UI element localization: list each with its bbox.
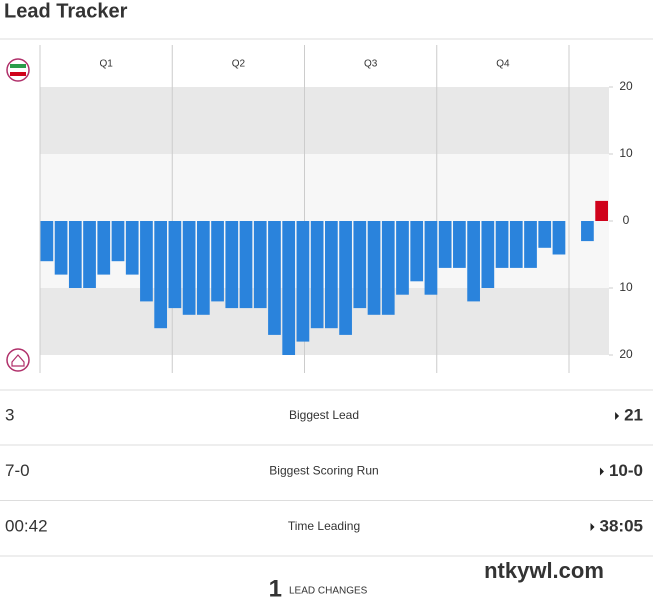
lead-bar: [239, 221, 253, 309]
lead-bar: [367, 221, 381, 315]
title: Lead Tracker: [4, 0, 128, 22]
stat-label: Biggest Scoring Run: [269, 464, 378, 478]
y-tick-label: 20: [619, 347, 633, 361]
leader-arrow: [590, 523, 595, 531]
stat-label: Biggest Lead: [289, 408, 359, 422]
lead-bar: [40, 221, 54, 262]
lead-bar: [339, 221, 352, 335]
lead-bar: [353, 221, 367, 309]
lead-bar: [253, 221, 267, 309]
lead-bar: [438, 221, 452, 268]
stat-away: 7-0: [5, 461, 30, 480]
lead-bar: [211, 221, 224, 302]
lead-bar: [111, 221, 125, 262]
lead-bar: [154, 221, 168, 329]
band: [40, 221, 609, 288]
lead-changes-count: 1: [269, 575, 282, 602]
quarter-label: Q2: [232, 59, 246, 70]
lead-bar: [509, 221, 523, 268]
lead-bar: [538, 221, 552, 248]
lead-bar: [310, 221, 324, 329]
home-team-icon: [6, 348, 30, 372]
y-tick-label: 10: [619, 280, 633, 294]
band: [40, 87, 609, 154]
stat-home: 10-0: [609, 461, 643, 480]
lead-changes-label: LEAD CHANGES: [289, 586, 368, 597]
lead-bar: [481, 221, 495, 288]
lead-bar: [453, 221, 466, 268]
lead-bar: [225, 221, 239, 309]
watermark: ntkywl.com: [484, 558, 604, 583]
lead-bar: [581, 221, 594, 242]
lead-bar: [140, 221, 153, 302]
lead-bar: [396, 221, 409, 295]
band: [40, 154, 609, 221]
lead-bar: [83, 221, 96, 288]
quarter-label: Q3: [364, 59, 378, 70]
lead-bar: [495, 221, 509, 268]
stat-label: Time Leading: [288, 519, 360, 533]
lead-bar: [296, 221, 310, 342]
lead-bar: [125, 221, 139, 275]
stat-home: 21: [624, 405, 643, 424]
lead-bar: [168, 221, 182, 309]
lead-bar: [268, 221, 281, 335]
lead-bar: [196, 221, 210, 315]
lead-bar: [282, 221, 296, 355]
lead-bar: [595, 200, 608, 221]
lead-bar: [381, 221, 395, 315]
stat-home: 38:05: [600, 516, 643, 535]
y-tick-label: 20: [619, 79, 633, 93]
band: [40, 288, 609, 355]
lead-bar: [182, 221, 196, 315]
lead-bar: [325, 221, 338, 329]
lead-bar: [410, 221, 424, 282]
lead-bar: [524, 221, 537, 268]
y-tick-label: 10: [619, 146, 633, 160]
lead-bar: [424, 221, 438, 295]
lead-bar: [54, 221, 68, 275]
away-team-icon: [6, 58, 30, 82]
quarter-label: Q4: [496, 59, 510, 70]
lead-bar: [97, 221, 111, 275]
y-tick-label: 0: [623, 213, 630, 227]
lead-bar: [467, 221, 480, 302]
leader-arrow: [615, 412, 620, 420]
leader-arrow: [599, 467, 604, 476]
quarter-label: Q1: [99, 59, 113, 70]
stat-away: 00:42: [5, 516, 48, 535]
lead-bar: [552, 221, 566, 255]
lead-bar: [68, 221, 82, 288]
stat-away: 3: [5, 405, 14, 424]
